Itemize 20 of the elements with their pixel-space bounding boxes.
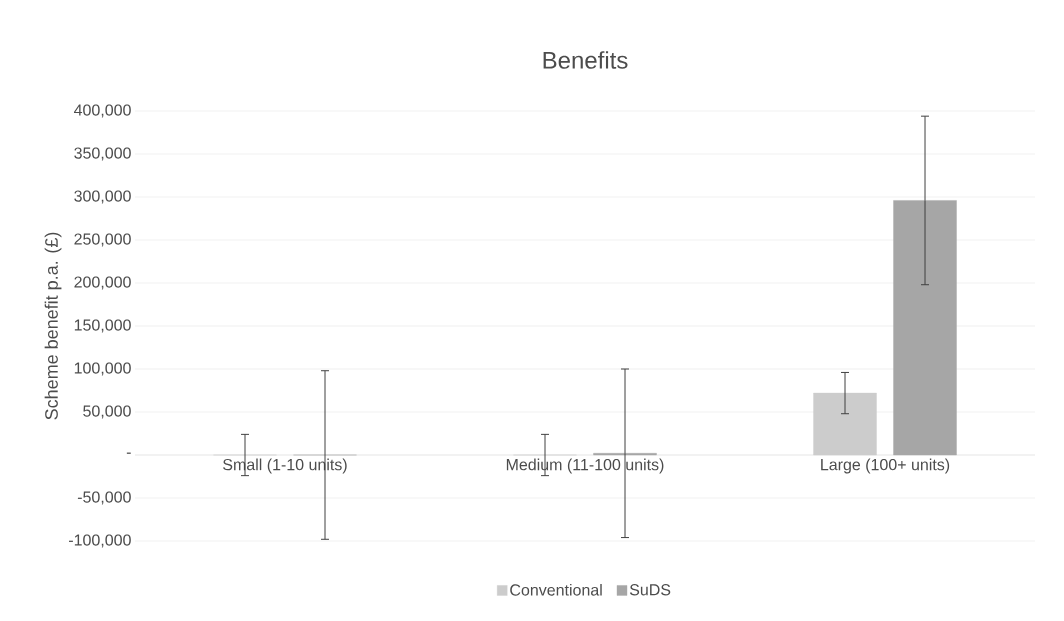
y-tick-label: 300,000	[74, 190, 131, 204]
x-tick-label: Medium (11-100 units)	[506, 458, 664, 474]
y-tick-label: 150,000	[74, 319, 131, 333]
y-tick-label: 250,000	[74, 233, 131, 247]
y-tick-label: 200,000	[74, 276, 131, 290]
y-tick-label: 100,000	[74, 362, 131, 376]
x-tick-label: Large (100+ units)	[821, 458, 950, 474]
bar	[813, 392, 877, 456]
legend-label: Conventional	[510, 583, 602, 596]
x-tick-label: Small (1-10 units)	[223, 458, 347, 474]
y-tick-label: -100,000	[69, 534, 131, 548]
chart-title: Benefits	[543, 51, 628, 69]
legend-label: SuDS	[629, 584, 671, 596]
y-tick-label: -	[126, 452, 131, 454]
y-tick-label: 350,000	[74, 147, 131, 161]
y-tick-label: 50,000	[83, 405, 131, 419]
y-tick-label: 400,000	[73, 104, 131, 118]
y-axis-title: Scheme benefit p.a. (£)	[44, 232, 62, 420]
y-tick-label: -50,000	[77, 491, 131, 505]
bar	[893, 200, 957, 456]
